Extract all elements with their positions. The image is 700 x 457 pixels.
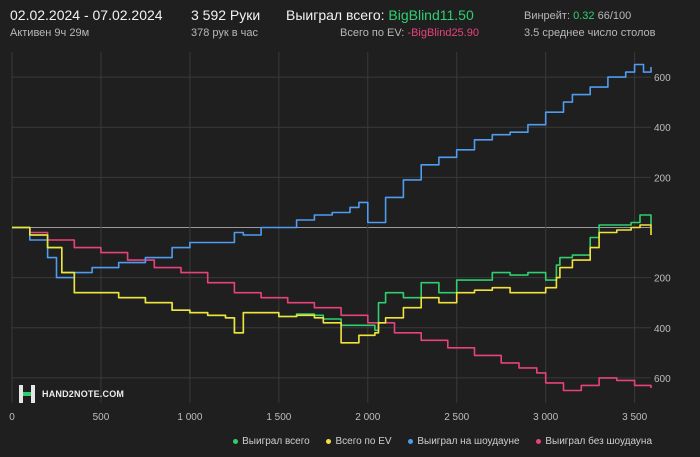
legend-label-ev: Всего по EV [335, 436, 392, 447]
series-line-won [12, 214, 652, 334]
x-tick-label-3: 1 500 [266, 412, 291, 423]
y-tick-label-1: 400 [654, 123, 671, 134]
x-tick-label-1: 500 [93, 412, 110, 423]
legend-dot-won [233, 438, 239, 444]
legend-label-won: Выиграл всего [242, 436, 310, 447]
y-tick-label-0: 600 [654, 73, 671, 84]
legend-dot-ev [326, 438, 332, 444]
legend-dot-nonshowdown [536, 438, 542, 444]
legend-label-nonshowdown: Выиграл без шоудауна [545, 436, 652, 447]
hands-count: 3 592 Руки [191, 7, 261, 23]
y-tick-label-4: 200 [654, 274, 671, 285]
legend-dot-showdown [408, 438, 414, 444]
avg-tables: 3.5 среднее число столов [524, 27, 656, 39]
winrate-unit: 66/100 [597, 10, 632, 22]
legend-item-nonshowdown[interactable]: Выиграл без шоудауна [536, 436, 652, 447]
hand2note-logo-text: HAND2NOTE.COM [42, 389, 125, 399]
x-tick-label-4: 2 000 [355, 412, 380, 423]
active-time: Активен 9ч 29м [10, 27, 90, 39]
x-tick-label-6: 3 000 [533, 412, 558, 423]
series-line-showdown [12, 63, 652, 279]
x-tick-label-5: 2 500 [444, 412, 469, 423]
total-ev-label: Всего по EV: [340, 27, 405, 39]
x-tick-label-7: 3 500 [622, 412, 647, 423]
winrate-value: 0.32 [573, 10, 595, 22]
legend-item-won[interactable]: Выиграл всего [233, 436, 310, 447]
total-won-label: Выиграл всего: [286, 7, 385, 23]
hand2note-logo-icon [19, 385, 35, 403]
date-range: 02.02.2024 - 07.02.2024 [10, 7, 163, 23]
x-tick-label-0: 0 [9, 412, 15, 423]
winrate: Винрейт: 0.32 66/100 [524, 10, 631, 22]
y-tick-label-5: 400 [654, 324, 671, 335]
series-line-nonshowdown [12, 226, 652, 392]
total-won: Выиграл всего: BigBlind11.50 [286, 7, 474, 23]
hand2note-logo: HAND2NOTE.COM [18, 384, 124, 404]
stats-header: 02.02.2024 - 07.02.2024 Активен 9ч 29м 3… [0, 0, 700, 48]
total-ev: Всего по EV: -BigBlind25.90 [340, 27, 479, 39]
total-won-value: BigBlind11.50 [388, 7, 474, 23]
series-line-ev [12, 224, 652, 344]
winrate-label: Винрейт: [524, 10, 571, 22]
y-tick-label-2: 200 [654, 173, 671, 184]
legend-label-showdown: Выиграл на шоудауне [417, 436, 520, 447]
x-tick-label-2: 1 000 [177, 412, 202, 423]
legend-item-showdown[interactable]: Выиграл на шоудауне [408, 436, 520, 447]
legend-item-ev[interactable]: Всего по EV [326, 436, 392, 447]
y-tick-label-6: 600 [654, 374, 671, 385]
total-ev-value: -BigBlind25.90 [407, 27, 479, 39]
hands-per-hour: 378 рук в час [191, 27, 259, 39]
chart-legend: Выиграл всего Всего по EV Выиграл на шоу… [219, 436, 652, 447]
